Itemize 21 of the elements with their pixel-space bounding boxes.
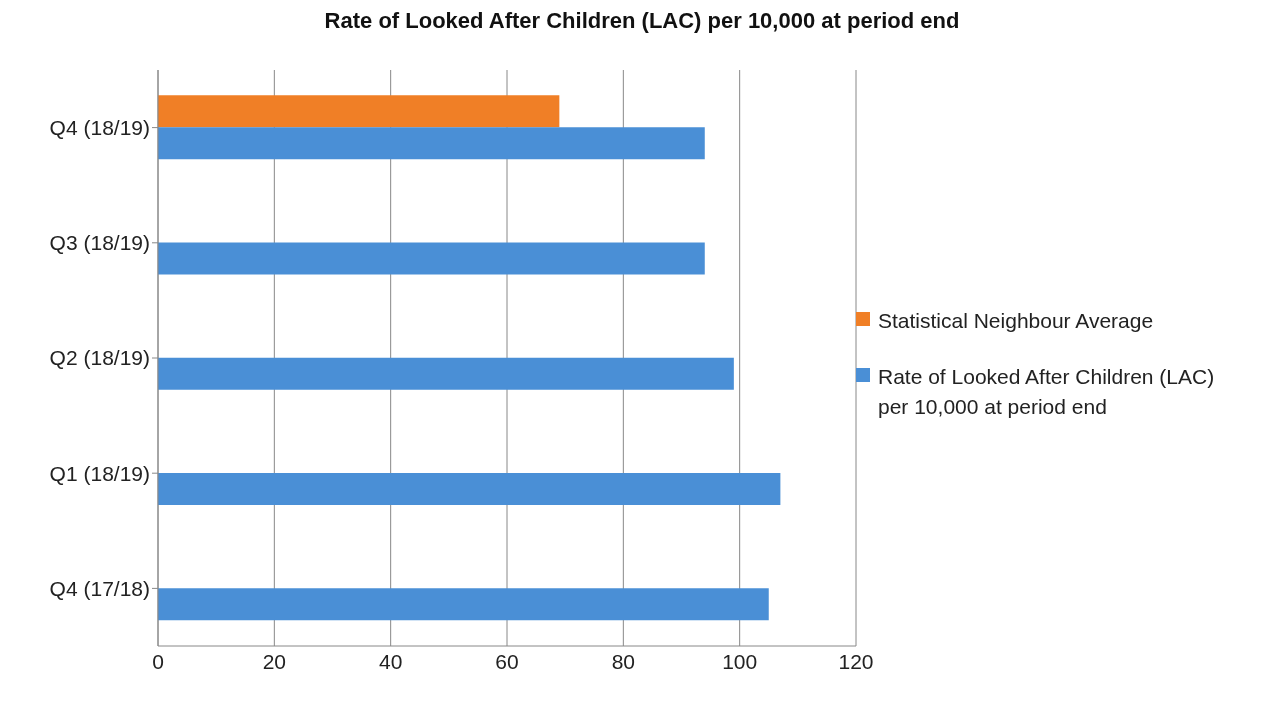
- y-tick-label: Q2 (18/19): [49, 346, 150, 370]
- y-tick-label: Q4 (17/18): [49, 576, 150, 600]
- bar: [158, 95, 560, 128]
- y-tick-label: Q1 (18/19): [49, 461, 150, 485]
- x-tick-label: 20: [262, 649, 287, 673]
- x-tick-label: 80: [611, 649, 636, 673]
- bar: [158, 242, 705, 275]
- x-tick-label: 60: [495, 649, 519, 673]
- x-tick-label: 120: [838, 649, 874, 673]
- bar: [158, 127, 705, 160]
- chart-title: Rate of Looked After Children (LAC) per 10,000 at period end: [323, 8, 961, 35]
- x-tick-label: 0: [152, 649, 164, 673]
- bar: [158, 588, 769, 621]
- legend-label: Statistical Neighbour Average: [878, 308, 1154, 334]
- bar: [158, 472, 781, 505]
- bar: [158, 357, 734, 390]
- legend-label: Rate of Looked After Children (LAC) per 10,000 at period end: [878, 364, 1216, 420]
- y-tick-label: Q3 (18/19): [49, 231, 150, 255]
- x-tick-label: 100: [722, 649, 758, 673]
- x-tick-label: 40: [378, 649, 403, 673]
- y-tick-label: Q4 (18/19): [49, 116, 150, 140]
